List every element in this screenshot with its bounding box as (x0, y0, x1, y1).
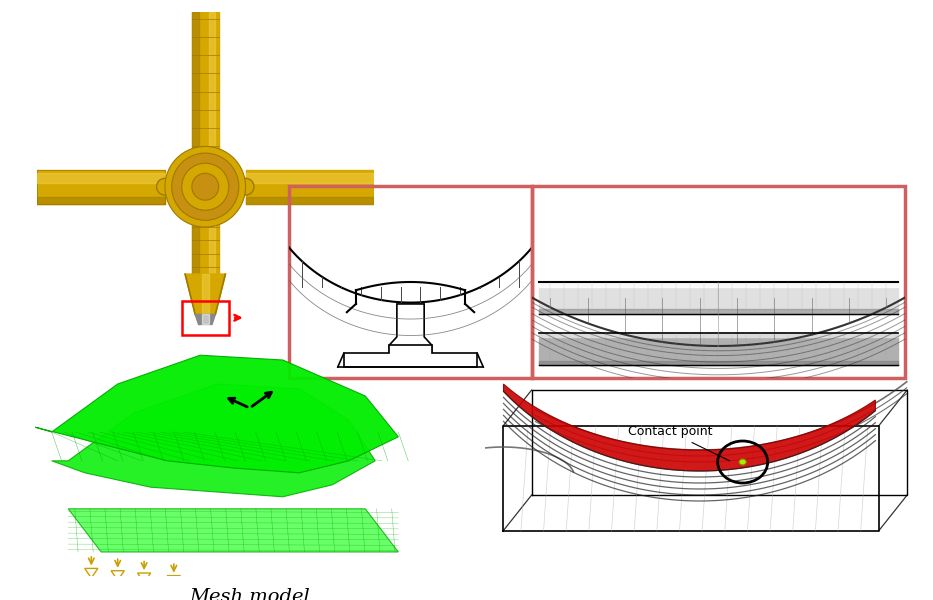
Circle shape (172, 153, 239, 220)
Circle shape (157, 178, 174, 195)
Polygon shape (504, 384, 875, 471)
Polygon shape (35, 355, 398, 473)
Polygon shape (389, 304, 432, 353)
Circle shape (192, 173, 218, 200)
Polygon shape (202, 274, 209, 314)
Polygon shape (195, 314, 216, 325)
Circle shape (237, 178, 254, 195)
Circle shape (182, 163, 229, 210)
Polygon shape (344, 345, 478, 367)
Circle shape (739, 459, 746, 465)
Polygon shape (202, 314, 209, 325)
Polygon shape (68, 509, 398, 552)
Text: Contact point: Contact point (628, 425, 730, 461)
Circle shape (165, 146, 245, 227)
Polygon shape (51, 384, 375, 497)
Polygon shape (185, 274, 226, 314)
Text: Mesh model: Mesh model (189, 588, 310, 600)
Bar (182, 301, 229, 335)
